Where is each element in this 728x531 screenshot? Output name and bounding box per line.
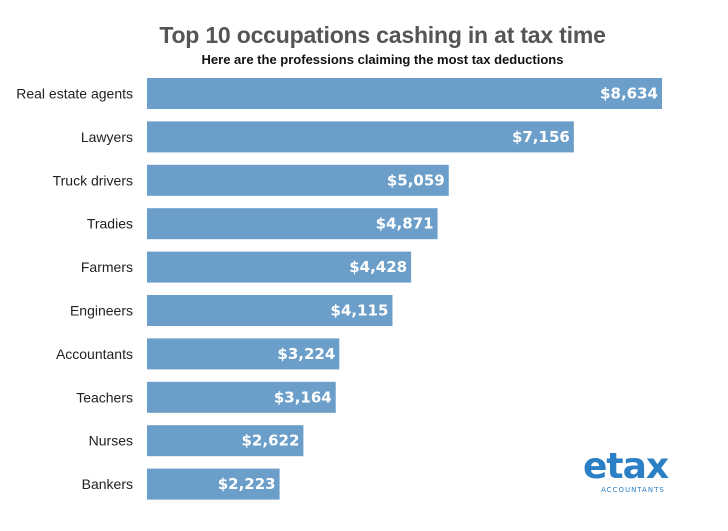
bar-bankers xyxy=(147,468,280,500)
bar-accountants xyxy=(147,338,340,370)
category-label: Lawyers xyxy=(81,129,133,145)
category-label: Truck drivers xyxy=(53,172,133,188)
bar-engineers xyxy=(147,295,393,326)
value-label: $7,156 xyxy=(512,128,570,146)
value-label: $3,164 xyxy=(274,388,332,406)
category-label: Engineers xyxy=(70,303,133,319)
chart-title: Top 10 occupations cashing in at tax tim… xyxy=(159,22,606,48)
bar-lawyers xyxy=(147,121,574,153)
category-label: Accountants xyxy=(56,346,133,362)
value-label: $5,059 xyxy=(387,171,445,189)
category-label: Real estate agents xyxy=(16,86,133,102)
bar-tradies xyxy=(147,208,438,240)
value-label: $2,622 xyxy=(242,432,300,450)
bar-farmers xyxy=(147,251,412,283)
logo-wordmark: etax xyxy=(583,446,669,487)
value-label: $8,634 xyxy=(600,85,658,103)
logo-subtext: ACCOUNTANTS xyxy=(601,486,665,494)
bar-nurses xyxy=(147,425,304,457)
value-label: $3,224 xyxy=(277,345,335,363)
bar-teachers xyxy=(147,381,336,413)
chart-subtitle: Here are the professions claiming the mo… xyxy=(201,52,564,67)
value-label: $4,428 xyxy=(349,258,407,276)
value-label: $2,223 xyxy=(218,475,276,493)
category-label: Nurses xyxy=(89,433,133,449)
bar-truck-drivers xyxy=(147,164,449,196)
value-label: $4,115 xyxy=(331,302,389,320)
category-label: Teachers xyxy=(76,389,133,405)
bar-real-estate-agents xyxy=(147,78,662,109)
category-label: Farmers xyxy=(81,259,133,275)
value-label: $4,871 xyxy=(376,215,434,233)
category-label: Tradies xyxy=(87,216,133,232)
etax-logo: etax ACCOUNTANTS xyxy=(583,446,669,498)
category-label: Bankers xyxy=(82,476,133,492)
